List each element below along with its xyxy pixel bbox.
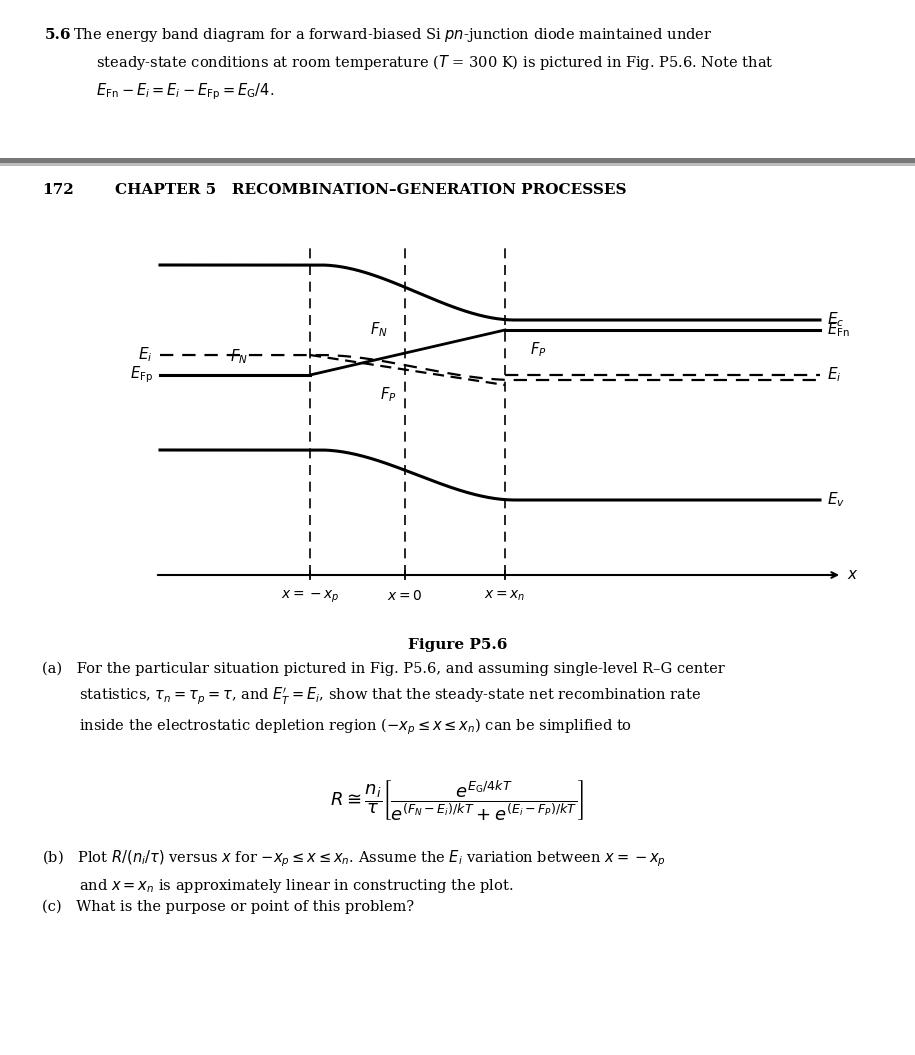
- Text: 5.6: 5.6: [45, 28, 71, 42]
- Text: (a) For the particular situation pictured in Fig. P5.6, and assuming single-leve: (a) For the particular situation picture…: [42, 661, 725, 736]
- Bar: [0, 164, 915, 166]
- Text: $F_N$: $F_N$: [370, 321, 388, 340]
- Text: $E_{\mathrm{Fp}}$: $E_{\mathrm{Fp}}$: [130, 365, 153, 385]
- Text: $E_i$: $E_i$: [827, 366, 842, 384]
- Text: $E_c$: $E_c$: [827, 310, 845, 329]
- Text: CHAPTER 5   RECOMBINATION–GENERATION PROCESSES: CHAPTER 5 RECOMBINATION–GENERATION PROCE…: [115, 183, 627, 197]
- Text: $x = 0$: $x = 0$: [387, 589, 423, 603]
- Bar: [0, 158, 915, 164]
- Text: $x = -x_p$: $x = -x_p$: [281, 589, 339, 606]
- Text: The energy band diagram for a forward-biased Si $pn$-junction diode maintained u: The energy band diagram for a forward-bi…: [73, 26, 773, 101]
- Text: (b) Plot $R/(n_i/\tau)$ versus $x$ for $-x_p \leq x \leq x_n$. Assume the $E_i$ : (b) Plot $R/(n_i/\tau)$ versus $x$ for $…: [42, 848, 666, 895]
- Text: Figure P5.6: Figure P5.6: [408, 638, 507, 652]
- Text: 172: 172: [42, 183, 74, 197]
- Text: $F_P$: $F_P$: [530, 341, 546, 360]
- Text: $F_P$: $F_P$: [380, 386, 396, 404]
- Text: $E_{\mathrm{Fn}}$: $E_{\mathrm{Fn}}$: [827, 321, 850, 340]
- Text: $x = x_n$: $x = x_n$: [484, 589, 525, 603]
- Text: $R \cong \dfrac{n_i}{\tau}\left[\dfrac{e^{E_{\mathrm{G}}/4kT}}{e^{(F_N-E_i)/kT} : $R \cong \dfrac{n_i}{\tau}\left[\dfrac{e…: [330, 778, 584, 822]
- Text: $x$: $x$: [847, 568, 858, 582]
- Text: (c) What is the purpose or point of this problem?: (c) What is the purpose or point of this…: [42, 900, 414, 915]
- Text: $F_N$: $F_N$: [230, 348, 248, 366]
- Text: $E_v$: $E_v$: [827, 491, 845, 510]
- Text: $E_i$: $E_i$: [138, 346, 153, 364]
